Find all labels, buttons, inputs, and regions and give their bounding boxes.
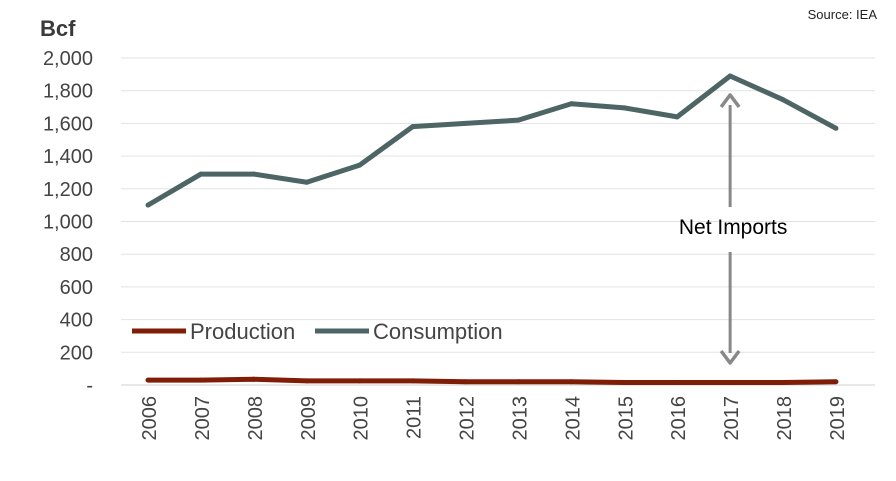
unit-label: Bcf [40,16,76,41]
production-line [148,376,836,386]
legend-label-consumption: Consumption [373,319,503,344]
y-tick-label: - [86,375,93,397]
consumption-point [515,117,521,123]
consumption-point [463,120,469,126]
y-tick-label: 600 [60,277,93,299]
x-tick-label: 2014 [562,396,584,441]
production-point [568,379,574,385]
legend-label-production: Production [190,319,295,344]
production-point [463,379,469,385]
production-point [357,378,363,384]
annotation-label: Net Imports [679,216,788,239]
x-tick-label: 2016 [668,396,690,441]
production-point [304,378,310,384]
y-tick-label: 1,800 [43,81,93,103]
consumption-point [251,171,257,177]
gridlines [121,57,875,386]
x-tick-label: 2015 [615,396,637,441]
production-point [780,380,786,386]
production-point [515,379,521,385]
x-tick-label: 2013 [509,396,531,441]
arrow-head-down [719,349,741,365]
y-tick-label: 1,600 [43,113,93,135]
legend: Production Consumption [132,319,503,344]
x-tick-label: 2011 [404,396,426,439]
consumption-point [727,73,733,79]
arrow-head-up [719,93,741,109]
y-tick-label: 800 [60,244,93,266]
production-point [145,377,151,383]
x-tick-label: 2019 [827,396,849,441]
y-tick-label: 200 [60,342,93,364]
consumption-point [145,202,151,208]
consumption-point [780,97,786,103]
x-tick-label: 2008 [245,396,267,441]
production-point [727,380,733,386]
production-point [621,380,627,386]
consumption-point [674,114,680,120]
consumption-point [833,125,839,131]
x-tick-label: 2012 [457,396,479,441]
consumption-point [621,105,627,111]
consumption-point [568,101,574,107]
consumption-point [198,171,204,177]
production-point [410,378,416,384]
x-tick-label: 2007 [192,396,214,441]
y-axis: - 200 400 600 800 1,000 1,200 1,400 1,600 1,800 2,… [43,48,93,397]
production-point [251,376,257,382]
x-axis: 2006 2007 2008 2009 2010 2011 2012 2013 2014 2015… [139,396,849,441]
y-tick-label: 1,400 [43,146,93,168]
y-tick-label: 400 [60,310,93,332]
x-tick-label: 2018 [774,396,796,441]
x-tick-label: 2006 [139,396,161,441]
x-tick-label: 2009 [298,396,320,441]
consumption-line [146,73,838,208]
production-point [833,379,839,385]
consumption-point [410,124,416,130]
production-point [198,377,204,383]
x-tick-label: 2017 [721,396,743,441]
production-point [674,380,680,386]
y-tick-label: 1,200 [43,179,93,201]
series-lines [145,73,839,386]
x-tick-label: 2010 [351,396,373,441]
y-tick-label: 1,000 [43,212,93,234]
y-tick-label: 2,000 [43,48,93,70]
source-note: Source: IEA [808,7,878,22]
net-imports-annotation: Net Imports [679,93,788,365]
consumption-point [304,179,310,185]
consumption-point [357,162,363,168]
